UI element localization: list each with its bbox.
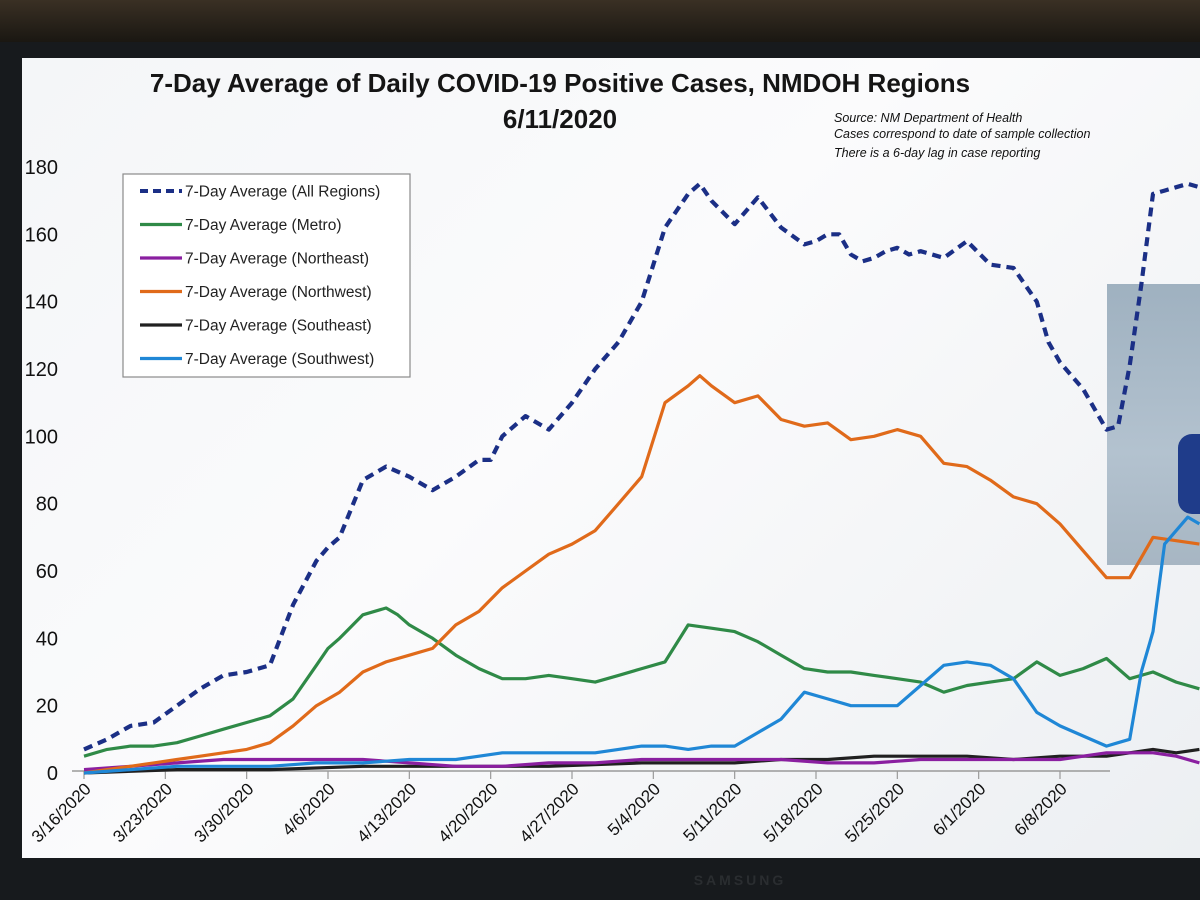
series-line-0 bbox=[83, 181, 1200, 752]
series-line-4 bbox=[83, 747, 1200, 775]
video-overlay-tile bbox=[1107, 284, 1200, 565]
legend: 7-Day Average (All Regions) 7-Day Average… bbox=[122, 173, 411, 378]
monitor-bezel-top bbox=[0, 0, 1200, 42]
y-tick-label: 180 bbox=[25, 157, 58, 179]
legend-label: 7-Day Average (Northeast) bbox=[185, 251, 369, 268]
series-line-1 bbox=[83, 606, 1200, 758]
x-tick-label: 5/18/2020 bbox=[760, 779, 827, 846]
x-tick-label: 4/6/2020 bbox=[279, 779, 339, 839]
y-tick-label: 60 bbox=[36, 561, 58, 583]
legend-label: 7-Day Average (Southwest) bbox=[185, 351, 374, 368]
source-note-3: There is a 6-day lag in case reporting bbox=[834, 146, 1040, 160]
legend-label: 7-Day Average (Metro) bbox=[185, 217, 342, 234]
video-overlay-person bbox=[1178, 434, 1200, 514]
legend-label: 7-Day Average (All Regions) bbox=[185, 184, 380, 201]
series-line-5 bbox=[83, 515, 1200, 775]
y-tick-label: 140 bbox=[25, 292, 58, 314]
y-tick-label: 100 bbox=[25, 426, 58, 448]
y-tick-label: 160 bbox=[25, 224, 58, 246]
x-tick-label: 3/16/2020 bbox=[28, 779, 95, 846]
y-tick-label: 40 bbox=[36, 628, 58, 650]
legend-label: 7-Day Average (Southeast) bbox=[185, 318, 372, 335]
chart-subtitle: 6/11/2020 bbox=[503, 104, 617, 134]
x-tick-label: 3/23/2020 bbox=[109, 779, 176, 846]
x-axis-ticks: 3/16/2020 3/23/2020 3/30/2020 4/6/2020 4/13/… bbox=[28, 771, 1071, 846]
source-note-2: Cases correspond to date of sample colle… bbox=[834, 127, 1090, 141]
x-tick-label: 3/30/2020 bbox=[191, 779, 258, 846]
x-tick-label: 5/25/2020 bbox=[841, 779, 908, 846]
series-layer bbox=[83, 181, 1200, 775]
legend-box bbox=[122, 173, 411, 378]
series-line-2 bbox=[83, 751, 1200, 772]
x-tick-label: 6/1/2020 bbox=[929, 779, 989, 839]
x-tick-label: 5/11/2020 bbox=[679, 779, 745, 845]
x-tick-label: 4/20/2020 bbox=[435, 779, 502, 846]
y-axis-ticks: 0 20 40 60 80 100 120 140 160 180 bbox=[25, 157, 58, 785]
y-tick-label: 20 bbox=[36, 696, 58, 718]
x-tick-label: 5/4/2020 bbox=[604, 779, 664, 839]
series-line-3 bbox=[83, 374, 1200, 775]
monitor-brand-logo: SAMSUNG bbox=[693, 872, 787, 888]
x-tick-label: 4/13/2020 bbox=[353, 779, 420, 846]
y-tick-label: 0 bbox=[47, 763, 58, 785]
y-tick-label: 80 bbox=[36, 494, 58, 516]
chart-title: 7-Day Average of Daily COVID-19 Positive… bbox=[150, 68, 970, 98]
x-tick-label: 6/8/2020 bbox=[1011, 779, 1071, 839]
y-tick-label: 120 bbox=[25, 359, 58, 381]
source-note-1: Source: NM Department of Health bbox=[834, 111, 1022, 125]
x-tick-label: 4/27/2020 bbox=[516, 779, 583, 846]
legend-label: 7-Day Average (Northwest) bbox=[185, 284, 372, 301]
